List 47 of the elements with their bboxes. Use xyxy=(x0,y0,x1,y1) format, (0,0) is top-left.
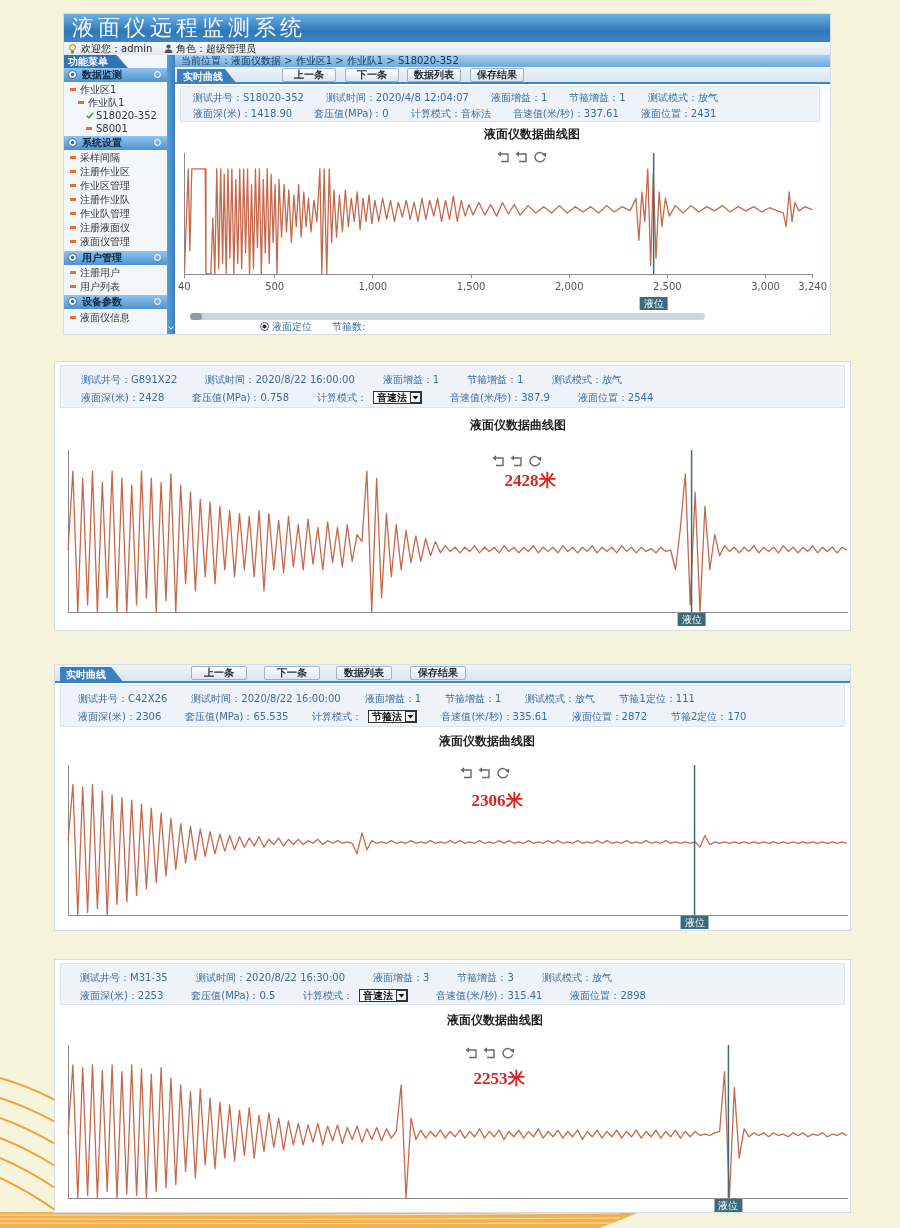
chart-title: 液面仪数据曲线图 xyxy=(470,418,566,432)
menu-header: 用户管理 xyxy=(64,251,167,265)
tab: 实时曲线 xyxy=(177,69,237,84)
status-bar: 欢迎您：admin 角色：超级管理员 xyxy=(64,42,830,55)
x-tick-label: 2,500 xyxy=(653,280,682,292)
button: 上一条 xyxy=(191,666,247,680)
x-tick-label: 1,000 xyxy=(358,280,388,292)
button: 数据列表 xyxy=(407,68,461,82)
info-panel: 测试井号：S18020-352 测试时间：2020/4/8 12:04:07 液面增益：1 节箍增益：1 测试模式：放气 液面深(米)：1418.90 套压值(MPa)：0 计算模式：音标法 音速值(米/秒)：337.61 液面位置：2431 xyxy=(180,86,820,122)
button: 下一条 xyxy=(264,666,320,680)
x-tick-label: 1,500 xyxy=(456,280,486,292)
chart-title: 液面仪数据曲线图 xyxy=(439,734,535,748)
text: 节箍数: xyxy=(332,320,366,333)
annotation: 2253米 xyxy=(473,1069,525,1088)
button: 数据列表 xyxy=(336,666,392,680)
header-bar: 液面仪远程监测系统 xyxy=(64,14,830,42)
text: 液位 xyxy=(684,916,705,928)
menu-header: 系统设置 xyxy=(64,136,167,150)
tab: 实时曲线 xyxy=(60,667,124,683)
x-tick-label: 3,240 xyxy=(798,280,828,292)
info-panel: 测试井号：G891X22 测试时间：2020/8/22 16:00:00 液面增益：1 节箍增益：1 测试模式：放气 液面深(米)：2428 套压值(MPa)：0.758 计算模式： 音速法 音速值(米/秒)：387.9 液面位置：2544 xyxy=(60,365,845,408)
chart-title: 液面仪数据曲线图 xyxy=(484,127,580,141)
ref-line-label: 液位 xyxy=(643,297,664,309)
dropdown: 音速法 xyxy=(359,989,409,1002)
menu-tab: 功能菜单 xyxy=(64,55,128,68)
info-panel: 测试井号：C42X26 测试时间：2020/8/22 16:00:00 液面增益：1 节箍增益：1 测试模式：放气 节箍1定位：111 液面深(米)：2306 套压值(MPa)：65.535 计算模式： 节箍法 音速值(米/秒)：335.61 液面位置：2872 节箍2定位：170 xyxy=(60,685,845,727)
dropdown: 音速法 xyxy=(373,391,423,404)
chart-title: 液面仪数据曲线图 xyxy=(447,1013,543,1027)
info-panel: 测试井号：M31-35 测试时间：2020/8/22 16:30:00 液面增益：3 节箍增益：3 测试模式：放气 液面深(米)：2253 套压值(MPa)：0.5 计算模式： 音速法 音速值(米/秒)：315.41 液面位置：2898 xyxy=(60,963,845,1005)
breadcrumb-bar: 当前位置：液面仪数据 > 作业区1 > 作业队1 > S18020-352 xyxy=(175,55,830,67)
menu-header: 数据监测 xyxy=(64,68,167,82)
button: 保存结果 xyxy=(470,68,524,82)
x-tick-label: 3,000 xyxy=(751,280,780,292)
text: 液位 xyxy=(681,613,702,625)
dropdown: 节箍法 xyxy=(368,710,418,723)
annotation: 2306米 xyxy=(471,791,523,810)
button: 保存结果 xyxy=(410,666,466,680)
annotation: 2428米 xyxy=(504,471,556,490)
x-tick-label: 2,000 xyxy=(554,280,584,292)
button: 下一条 xyxy=(345,68,399,82)
menu-header: 设备参数 xyxy=(64,295,167,309)
text: 液位 xyxy=(718,1199,739,1211)
x-tick-label: 40 xyxy=(178,280,191,292)
x-tick-label: 500 xyxy=(265,280,285,292)
text: 液面定位 xyxy=(272,320,312,333)
sidebar: 功能菜单 数据监测 作业区1 作业队1 S18020-352 S8001 系统设置 采样间隔 注册作业区 作业区管理 注册作业队 作业队管理 注册液面仪 液面仪管理 用户管理 注册用户 用户列表 设备参数 液面仪信息 xyxy=(64,55,167,334)
button: 上一条 xyxy=(282,68,336,82)
